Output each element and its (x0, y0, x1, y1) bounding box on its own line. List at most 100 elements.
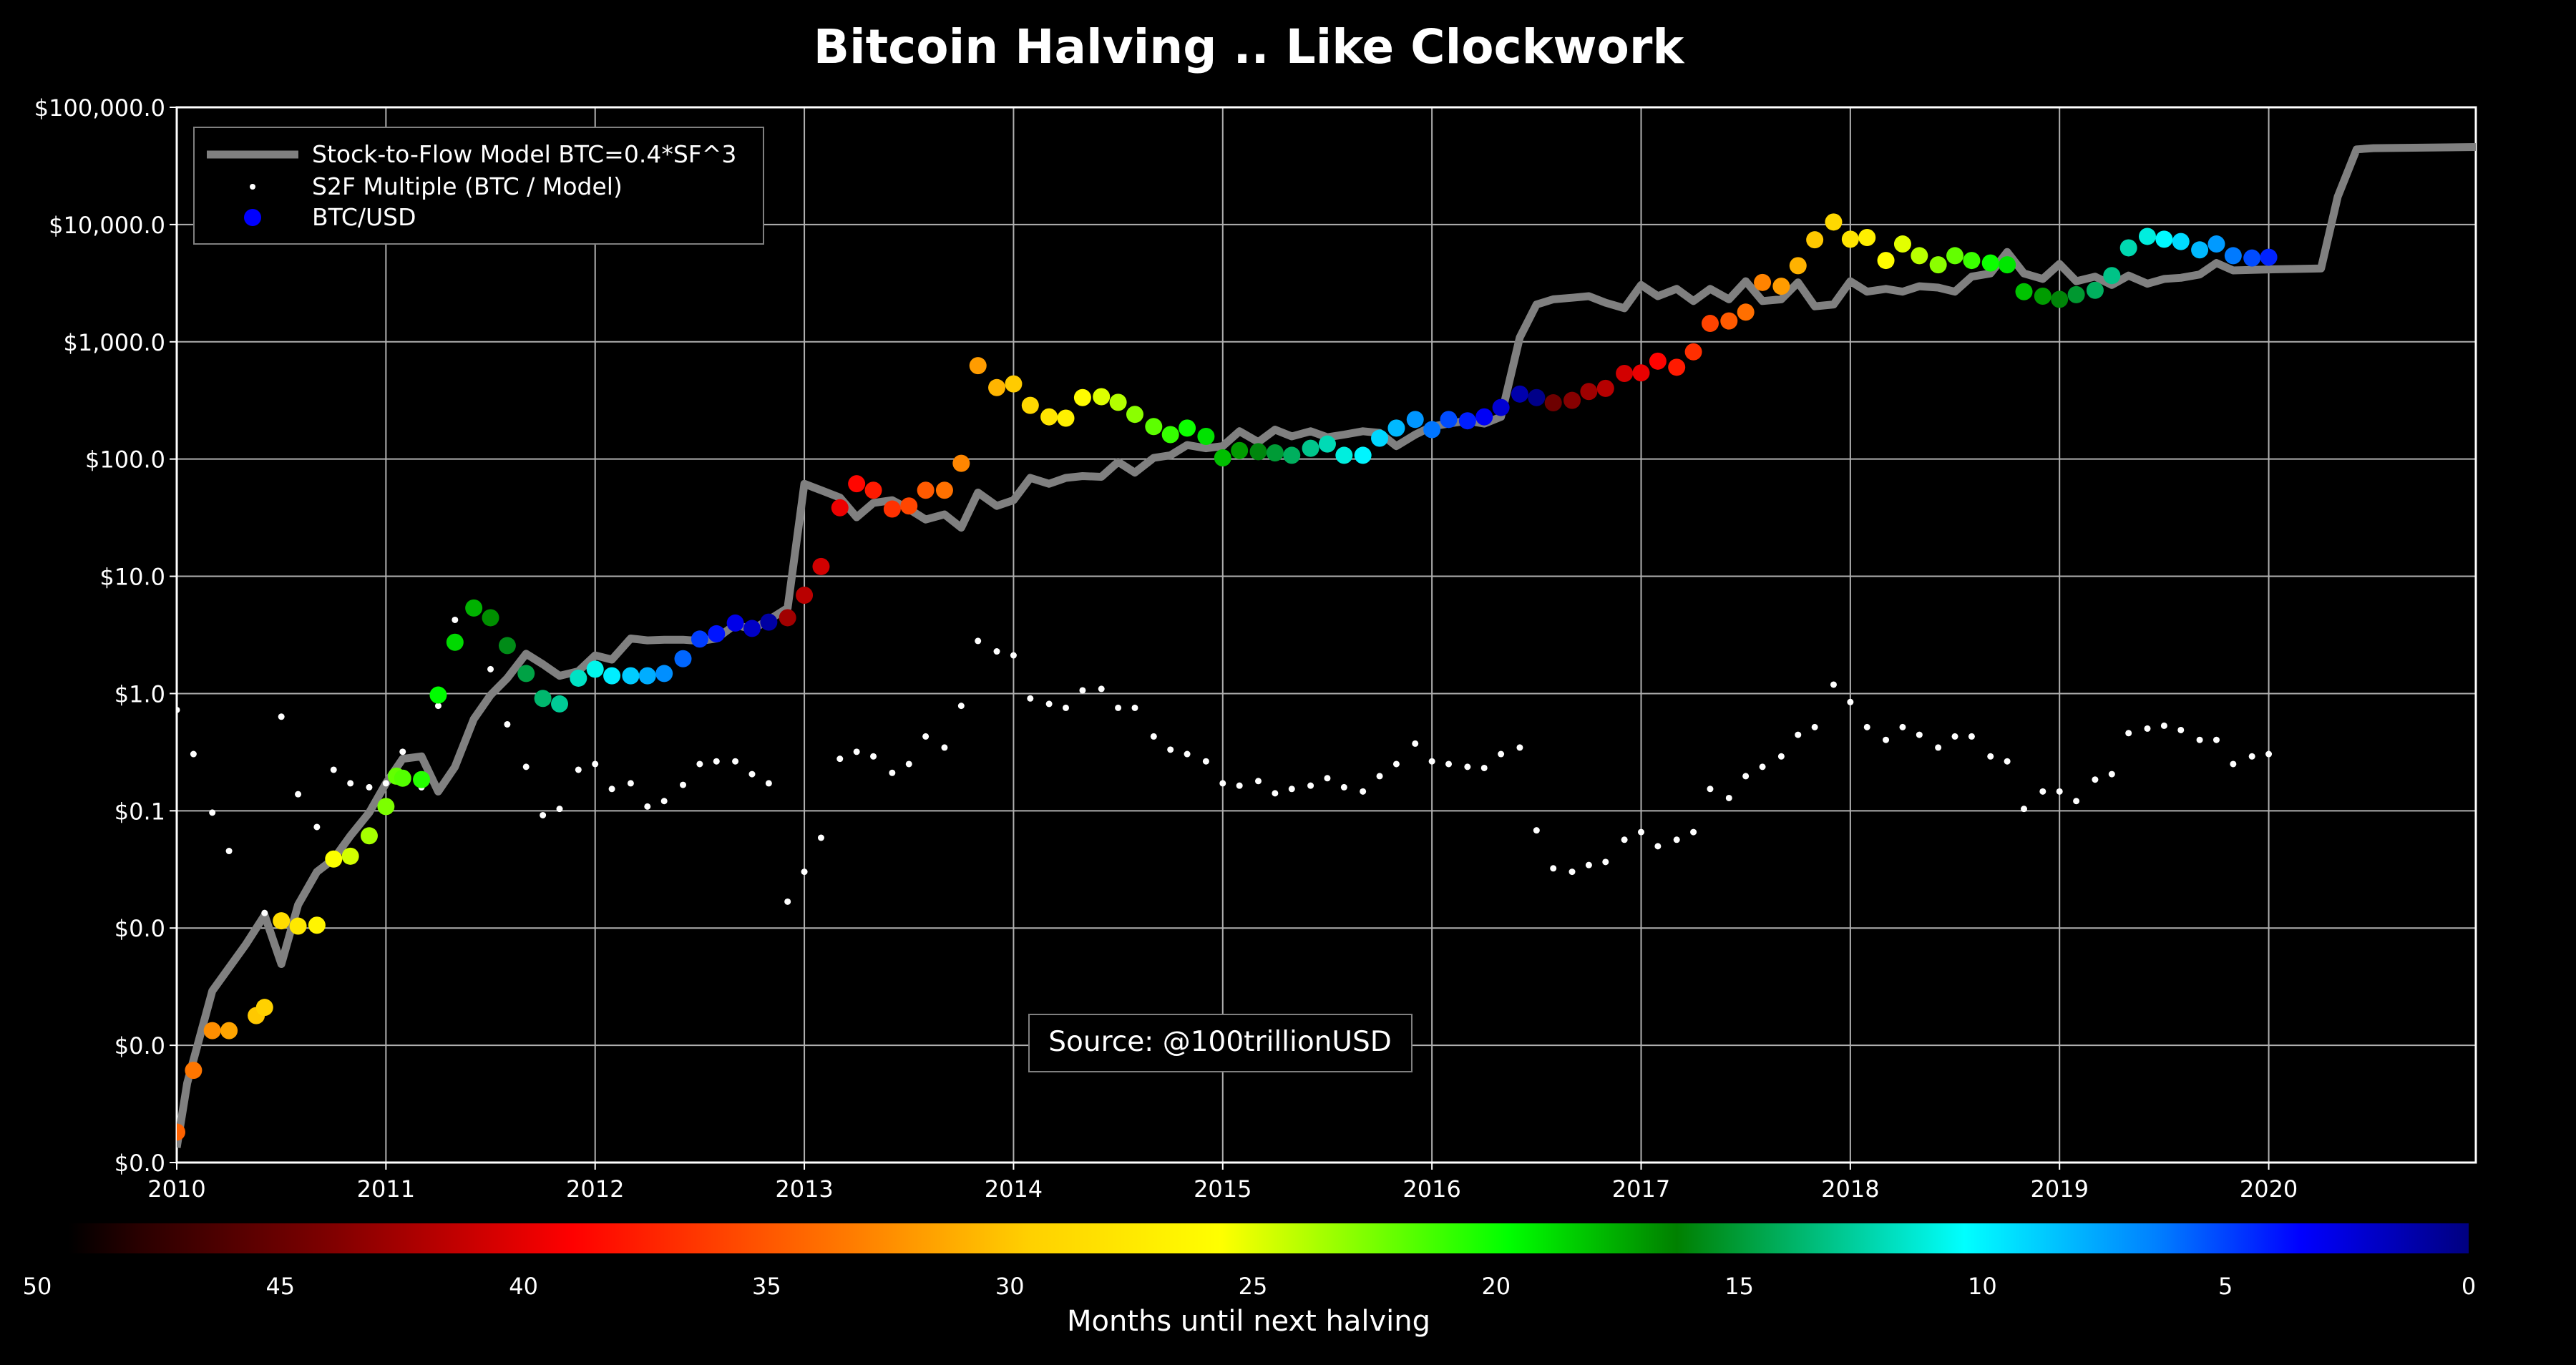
colorbar-label: Months until next halving (1067, 1305, 1430, 1338)
s2f-point (2248, 753, 2255, 760)
btc-usd-point (1911, 247, 1928, 265)
s2f-point (1673, 836, 1680, 843)
s2f-point (1795, 731, 1802, 738)
legend-marker-dot (250, 184, 255, 190)
s2f-point (1883, 736, 1890, 743)
s2f-point (1777, 753, 1785, 760)
s2f-point (1568, 869, 1576, 876)
btc-usd-point (377, 798, 395, 816)
btc-usd-point (2119, 239, 2137, 257)
y-tick-label: $0.0 (114, 1032, 165, 1060)
x-tick-label: 2012 (566, 1175, 624, 1203)
btc-usd-point (1596, 379, 1614, 397)
btc-usd-point (1057, 409, 1075, 427)
y-tick-label: $1.0 (114, 680, 165, 708)
source-annotation-box (1028, 1014, 1413, 1072)
s2f-point (1150, 733, 1157, 740)
btc-usd-point (1528, 388, 1546, 406)
s2f-point (575, 766, 582, 773)
s2f-point (1079, 687, 1086, 694)
btc-usd-point (1126, 406, 1143, 424)
btc-usd-point (185, 1062, 203, 1080)
s2f-point (1621, 836, 1628, 843)
btc-usd-point (831, 499, 849, 517)
btc-usd-point (1161, 426, 1179, 444)
btc-usd-point (203, 1022, 221, 1039)
s2f-point (1725, 794, 1732, 801)
s2f-point (177, 706, 180, 713)
btc-usd-point (1632, 364, 1650, 382)
btc-usd-point (743, 620, 761, 637)
x-tick-label: 2017 (1612, 1175, 1670, 1203)
s2f-point (608, 786, 615, 793)
btc-usd-point (603, 667, 621, 685)
btc-usd-point (255, 999, 273, 1017)
btc-usd-point (1371, 429, 1389, 447)
chart-title: Bitcoin Halving .. Like Clockwork (814, 19, 1686, 74)
s2f-point (1585, 861, 1592, 869)
colorbar-tick-label: 0 (2462, 1273, 2476, 1300)
legend-marker-circle (244, 209, 261, 226)
s2f-point (1184, 750, 1191, 758)
btc-usd-point (1929, 256, 1947, 274)
btc-usd-point (1354, 446, 1372, 464)
s2f-point (1654, 843, 1662, 850)
y-axis: $0.0 $0.0 $0.0 $0.1 $1.0 $10.0 $100.0 $1,000.0 $… (34, 94, 177, 1177)
btc-usd-point (1214, 449, 1231, 466)
s2f-point (1063, 704, 1070, 711)
y-tick-label: $0.0 (114, 1150, 165, 1177)
btc-usd-point (883, 500, 901, 518)
legend-box (193, 127, 764, 245)
s2f-point (2265, 750, 2273, 758)
s2f-point (1847, 698, 1854, 705)
s2f-point (1236, 782, 1243, 789)
s2f-point (732, 758, 739, 765)
colorbar-tick-label: 50 (23, 1273, 52, 1300)
btc-usd-point (1649, 352, 1667, 370)
btc-usd-point (586, 660, 604, 678)
btc-usd-point (1668, 358, 1686, 376)
s2f-point (209, 809, 216, 816)
source-annotation: Source: @100trillionUSD (1028, 1014, 1413, 1072)
s2f-point (1707, 786, 1714, 793)
btc-usd-point (2139, 228, 2156, 245)
s2f-point (1935, 744, 1942, 751)
btc-usd-point (1544, 394, 1562, 412)
btc-usd-point (1249, 443, 1267, 461)
s2f-point (1498, 750, 1505, 758)
s2f-point (2092, 776, 2099, 783)
s2f-point (1392, 760, 1400, 768)
s2f-point (680, 781, 687, 788)
btc-usd-point (1772, 278, 1790, 295)
btc-usd-point (429, 686, 447, 704)
btc-usd-point (2172, 233, 2190, 250)
btc-usd-point (2260, 248, 2278, 266)
s2f-point (2108, 770, 2115, 778)
s2f-point (1098, 685, 1105, 693)
btc-usd-point (413, 770, 431, 788)
s2f-point (765, 780, 772, 787)
btc-usd-point (2243, 249, 2261, 267)
s2f-point (2021, 806, 2028, 813)
btc-usd-point (1179, 419, 1196, 437)
y-tick-label: $100.0 (85, 446, 165, 474)
btc-usd-point (760, 613, 778, 631)
btc-usd-point (1197, 427, 1215, 445)
btc-usd-point (969, 357, 987, 375)
s2f-point (434, 703, 441, 710)
btc-usd-point (325, 850, 343, 868)
y-tick-label: $1,000.0 (64, 329, 166, 356)
series-stock-to-flow-model (177, 143, 2476, 1148)
btc-usd-point (691, 630, 708, 648)
btc-usd-point (482, 609, 499, 627)
btc-usd-point (1825, 213, 1843, 231)
btc-usd-point (273, 912, 291, 930)
s2f-point (1027, 695, 1034, 702)
btc-usd-point (1387, 419, 1405, 437)
x-tick-label: 2010 (147, 1175, 205, 1203)
btc-usd-point (1616, 365, 1634, 383)
s2f-point (1340, 783, 1347, 791)
btc-usd-point (1458, 412, 1476, 430)
s2f-point (1445, 760, 1453, 768)
s2f-point (1045, 700, 1053, 708)
